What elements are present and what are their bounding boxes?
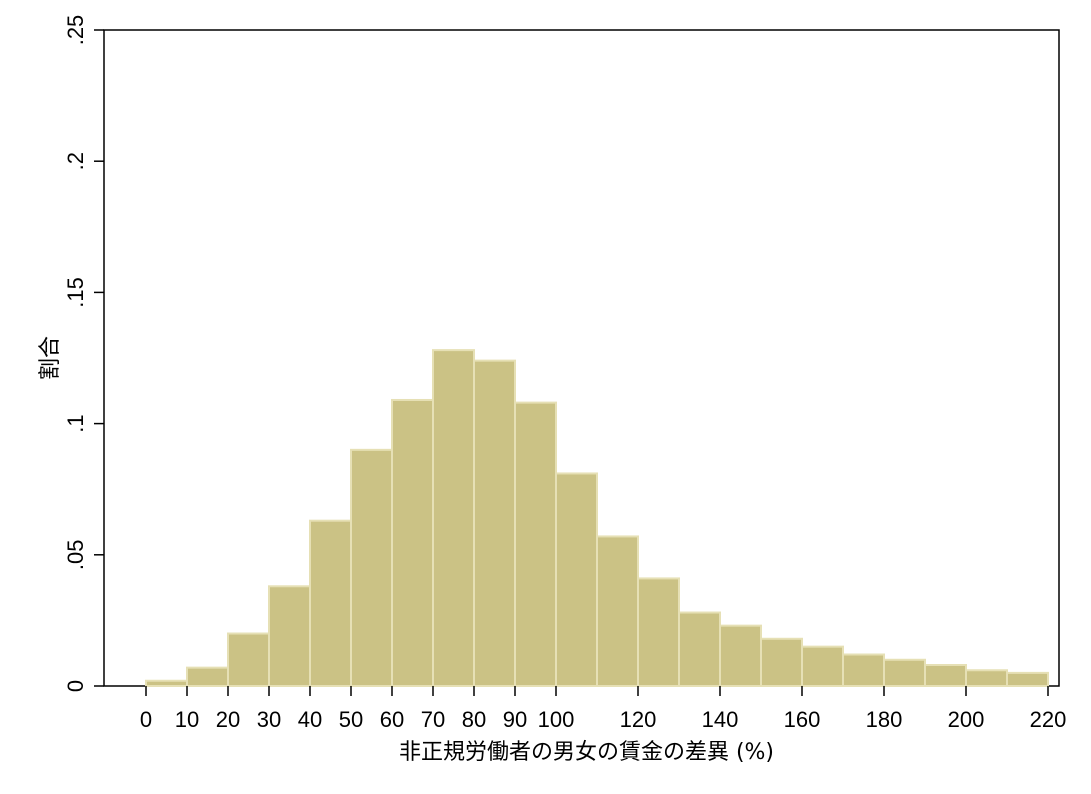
x-tick-label: 100 (538, 707, 575, 732)
histogram-bar (350, 448, 393, 687)
x-axis: 0 10 20 30 40 50 60 70 80 90 100 120 140 160 180 200 220 (140, 686, 1066, 732)
y-axis: 0 .05 .1 .15 .2 .25 (63, 15, 104, 692)
histogram-bar (596, 535, 639, 687)
y-tick-label: 0 (63, 680, 88, 692)
x-tick-label: 20 (216, 707, 240, 732)
x-tick-label: 70 (421, 707, 445, 732)
x-tick-label: 80 (462, 707, 486, 732)
histogram-bar (719, 624, 762, 688)
x-tick-label: 200 (948, 707, 985, 732)
histogram-bar (555, 472, 598, 687)
histogram-bar (965, 669, 1008, 687)
y-tick-label: .15 (63, 277, 88, 308)
histogram-bar (514, 401, 557, 687)
histogram-bar (268, 585, 311, 688)
histogram-bar (227, 632, 270, 688)
histogram-bar (801, 645, 844, 688)
y-tick-label: .25 (63, 15, 88, 46)
histogram-bar (637, 577, 680, 688)
y-axis-title: 割合 (38, 336, 63, 380)
histogram-bar (432, 349, 475, 687)
bars-group (145, 349, 1049, 688)
x-axis-title: 非正規労働者の男女の賃金の差異 (%) (399, 740, 774, 765)
y-tick-label: .1 (63, 414, 88, 432)
histogram-bar (145, 679, 188, 688)
histogram-bar (186, 666, 229, 688)
histogram-bar (309, 519, 352, 687)
histogram-bar (473, 359, 516, 687)
x-tick-label: 10 (175, 707, 199, 732)
x-tick-label: 30 (257, 707, 281, 732)
histogram-bar (678, 611, 721, 688)
histogram-bar (842, 653, 885, 688)
histogram-bar (883, 658, 926, 688)
x-tick-label: 140 (702, 707, 739, 732)
x-tick-label: 160 (784, 707, 821, 732)
x-tick-label: 0 (140, 707, 152, 732)
x-tick-label: 180 (866, 707, 903, 732)
x-tick-label: 50 (339, 707, 363, 732)
histogram-bar (1006, 671, 1049, 688)
histogram-bar (760, 637, 803, 688)
y-tick-label: .2 (63, 152, 88, 170)
histogram-bar (924, 664, 967, 687)
x-tick-label: 90 (503, 707, 527, 732)
x-tick-label: 120 (620, 707, 657, 732)
x-tick-label: 40 (298, 707, 322, 732)
y-tick-label: .05 (63, 540, 88, 571)
histogram-bar (391, 398, 434, 687)
x-tick-label: 220 (1030, 707, 1067, 732)
x-tick-label: 60 (380, 707, 404, 732)
